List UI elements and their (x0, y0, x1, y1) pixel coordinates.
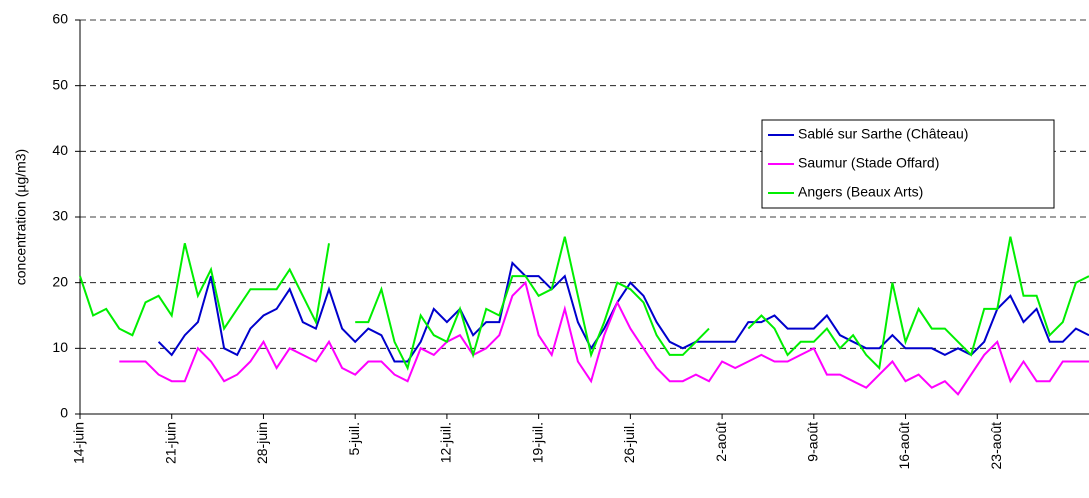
legend: Sablé sur Sarthe (Château) Saumur (Stade … (761, 119, 1055, 209)
y-tick-label: 30 (52, 208, 68, 224)
series-line (119, 280, 1089, 396)
y-axis-label: concentration (µg/m3) (13, 149, 29, 285)
x-tick-label: 9-août (805, 422, 821, 462)
y-tick-label: 10 (52, 339, 68, 355)
legend-label: Angers (Beaux Arts) (798, 184, 923, 200)
y-tick-label: 60 (52, 11, 68, 27)
legend-label: Sablé sur Sarthe (Château) (798, 126, 968, 142)
x-tick-label: 2-août (713, 422, 729, 462)
y-tick-label: 40 (52, 142, 68, 158)
series-line (157, 261, 1089, 363)
x-tick-label: 5-juil. (346, 422, 362, 455)
x-tick-label: 23-août (988, 422, 1004, 470)
x-tick-label: 16-août (896, 422, 912, 470)
x-tick-label: 28-juin (254, 422, 270, 464)
legend-label: Saumur (Stade Offard) (798, 155, 939, 171)
x-tick-label: 19-juil. (529, 422, 545, 463)
x-tick-label: 26-juil. (621, 422, 637, 463)
x-tick-label: 21-juin (162, 422, 178, 464)
series-line (79, 236, 1089, 371)
legend-box (761, 119, 1055, 209)
x-tick-label: 12-juil. (438, 422, 454, 463)
y-tick-label: 20 (52, 273, 68, 289)
x-tick-label: 14-juin (71, 422, 87, 464)
y-tick-label: 50 (52, 76, 68, 92)
y-tick-label: 0 (60, 405, 68, 421)
